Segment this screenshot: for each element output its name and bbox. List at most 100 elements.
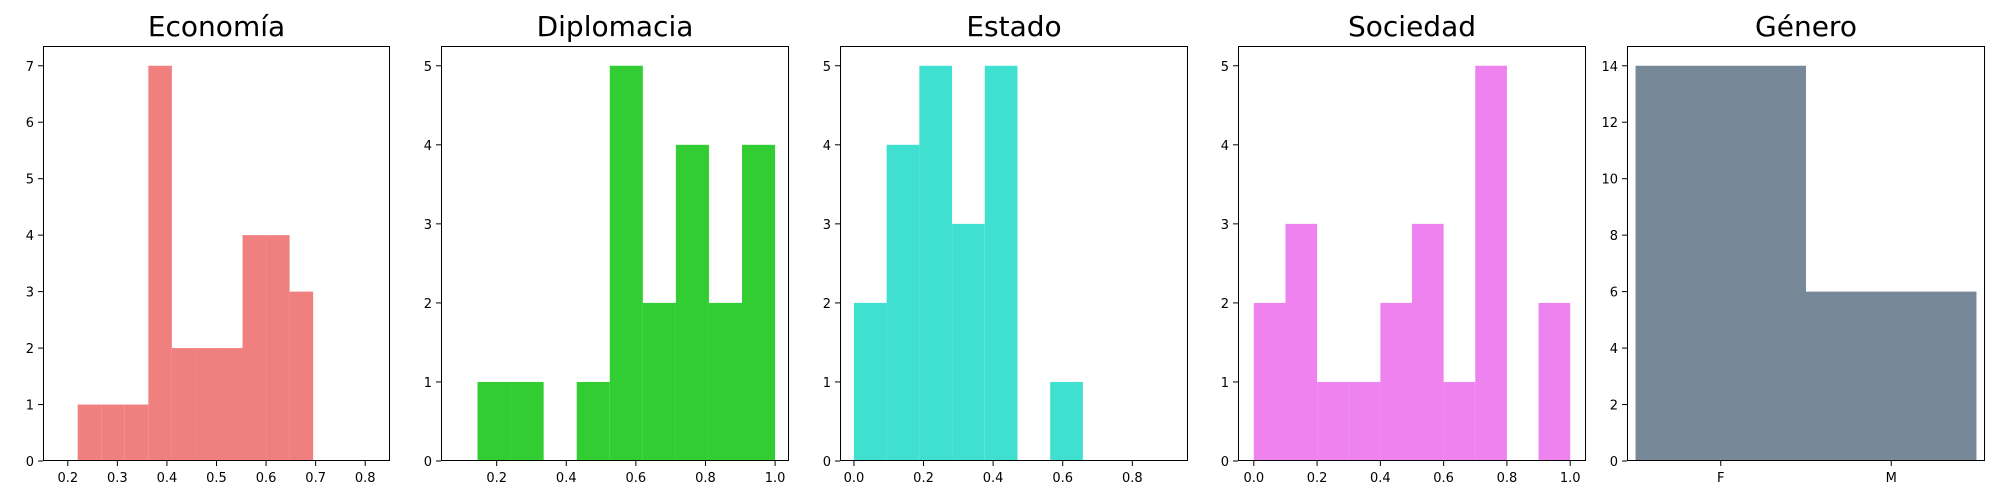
panel-title: Sociedad <box>1348 10 1476 43</box>
histogram-bar <box>171 348 196 461</box>
y-tick-label: 4 <box>1221 139 1229 154</box>
histogram-panel-4: Sociedad 0.0 0.2 0.4 0.6 0.8 1.0 0 1 2 3 4 5 <box>1221 10 1586 486</box>
y-tick-label: 1 <box>823 376 831 391</box>
histogram-bar <box>952 223 985 461</box>
axes-frame <box>1238 46 1586 461</box>
x-tick-label: 1.0 <box>765 471 786 486</box>
y-tick-label: 5 <box>424 60 432 75</box>
histogram-bar <box>242 235 267 461</box>
y-tick-label: 0 <box>424 455 432 470</box>
y-tick-label: 14 <box>1601 60 1618 75</box>
histogram-panel-1: Economía 0.2 0.3 0.4 0.5 0.6 0.7 0.8 0 1 2 3 4 5 6 7 <box>26 10 390 486</box>
y-tick-label: 2 <box>1610 399 1618 414</box>
histogram-bar <box>1050 381 1083 461</box>
histogram-bar <box>1538 302 1571 461</box>
x-tick-label: 0.2 <box>57 471 78 486</box>
y-tick-label: 4 <box>424 139 432 154</box>
histogram-bar <box>1348 381 1381 461</box>
x-tick-label: F <box>1717 471 1724 486</box>
histogram-bar <box>742 144 776 462</box>
histogram-bar <box>984 65 1018 461</box>
x-tick-label: 0.8 <box>355 471 376 486</box>
histogram-bar <box>708 302 743 461</box>
histogram-bar <box>642 302 676 461</box>
histogram-bar <box>77 404 102 461</box>
x-tick-label: 0.6 <box>256 471 277 486</box>
histogram-bar <box>576 381 610 461</box>
y-tick-label: 0 <box>26 455 34 470</box>
x-tick-label: 0.7 <box>305 471 326 486</box>
histogram-bar <box>195 348 219 461</box>
histogram-panel-5: Género F M 0 2 4 6 8 10 12 14 <box>1601 10 1985 486</box>
histogram-bar <box>266 235 290 461</box>
x-tick-label: 0.6 <box>626 471 647 486</box>
histogram-bar <box>1285 223 1318 461</box>
histogram-bar <box>124 404 149 461</box>
histogram-bar <box>148 65 172 461</box>
histogram-bar <box>609 65 643 461</box>
y-tick-label: 8 <box>1610 229 1618 244</box>
x-tick-label: 0.4 <box>1370 471 1391 486</box>
x-tick-label: 1.0 <box>1560 471 1581 486</box>
histogram-bar <box>477 381 511 461</box>
x-tick-label: 0.0 <box>1243 471 1264 486</box>
y-tick-label: 10 <box>1601 173 1618 188</box>
axes-frame <box>43 46 390 461</box>
panel-title: Economía <box>148 10 285 43</box>
x-tick-label: 0.8 <box>1497 471 1518 486</box>
y-tick-label: 1 <box>26 399 34 414</box>
histogram-bar <box>289 291 314 461</box>
y-tick-label: 3 <box>1221 218 1229 233</box>
y-tick-label: 4 <box>1610 342 1618 357</box>
x-tick-label: 0.6 <box>1052 471 1073 486</box>
y-tick-label: 5 <box>1221 60 1229 75</box>
axes-frame <box>1627 46 1985 461</box>
panel-title: Género <box>1755 10 1857 43</box>
y-tick-label: 5 <box>26 173 34 188</box>
y-tick-label: 3 <box>823 218 831 233</box>
y-tick-label: 7 <box>26 60 34 75</box>
histogram-bar <box>1380 302 1412 461</box>
y-tick-label: 1 <box>424 376 432 391</box>
y-tick-label: 12 <box>1601 116 1618 131</box>
y-tick-label: 0 <box>1610 455 1618 470</box>
y-tick-label: 6 <box>1610 286 1618 301</box>
y-tick-label: 4 <box>823 139 831 154</box>
x-tick-label: 0.6 <box>1433 471 1454 486</box>
x-tick-label: 0.4 <box>556 471 577 486</box>
histogram-bar <box>1443 381 1476 461</box>
y-tick-label: 2 <box>26 342 34 357</box>
x-tick-label: 0.5 <box>206 471 227 486</box>
y-tick-label: 3 <box>26 286 34 301</box>
x-tick-label: 0.0 <box>844 471 865 486</box>
histogram-bar <box>1253 302 1286 461</box>
y-tick-label: 5 <box>823 60 831 75</box>
histogram-bar <box>1317 381 1349 461</box>
y-tick-label: 2 <box>424 297 432 312</box>
histogram-bar <box>1475 65 1507 461</box>
x-tick-label: 0.8 <box>1122 471 1143 486</box>
x-tick-label: 0.4 <box>983 471 1004 486</box>
y-tick-label: 2 <box>1221 297 1229 312</box>
histogram-bar <box>1412 223 1444 461</box>
histogram-bar <box>510 381 544 461</box>
panel-title: Estado <box>966 10 1061 43</box>
histogram-panel-3: Estado 0.0 0.2 0.4 0.6 0.8 0 1 2 3 4 5 <box>823 10 1188 486</box>
histogram-bar <box>919 65 953 461</box>
panel-title: Diplomacia <box>537 10 694 43</box>
axes-frame <box>441 46 789 461</box>
y-tick-label: 1 <box>1221 376 1229 391</box>
y-tick-label: 6 <box>26 116 34 131</box>
histogram-bar <box>218 348 243 461</box>
histogram-bar <box>101 404 125 461</box>
x-tick-label: 0.2 <box>913 471 934 486</box>
histogram-bar <box>886 144 920 462</box>
histogram-bar <box>675 144 709 462</box>
y-tick-label: 0 <box>823 455 831 470</box>
histogram-bar <box>1806 291 1977 461</box>
y-tick-label: 0 <box>1221 455 1229 470</box>
x-tick-label: M <box>1886 471 1897 486</box>
x-tick-label: 0.4 <box>157 471 178 486</box>
axes-frame <box>840 46 1188 461</box>
y-tick-label: 3 <box>424 218 432 233</box>
